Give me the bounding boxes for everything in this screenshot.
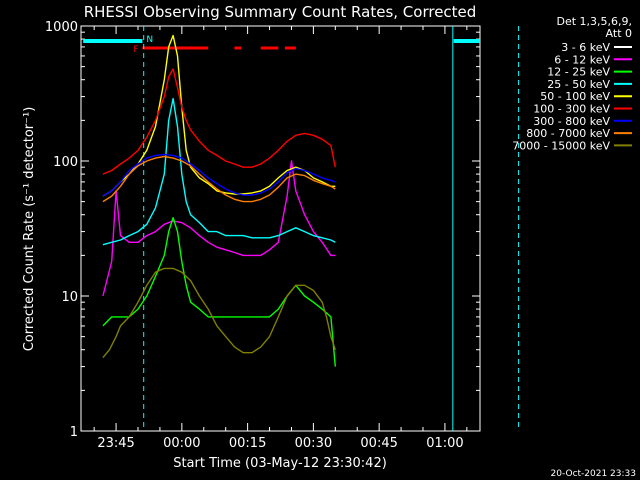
legend-header-line: Det 1,3,5,6,9, [556,15,632,28]
legend-label: 7000 - 15000 keV [512,139,610,152]
series-line [102,97,336,246]
legend-header-line: Att 0 [606,27,632,40]
x-tick-label: 01:00 [426,436,463,451]
y-axis: 1 10 100 1000 [45,20,480,440]
legend-label: 6 - 12 keV [554,53,610,66]
series-lines [102,34,339,391]
timestamp: 20-Oct-2021 23:33 [551,469,636,479]
legend-label: 300 - 800 keV [533,115,610,128]
x-tick-label: 23:45 [97,436,134,451]
series-line [102,166,339,391]
legend-label: 12 - 25 keV [547,66,610,79]
series-line [102,68,336,175]
x-tick-label: 00:15 [229,436,266,451]
series-line [102,267,336,359]
chart-title: RHESSI Observing Summary Count Rates, Co… [84,3,477,21]
y-tick-label: 100 [53,155,78,170]
legend-label: 3 - 6 keV [561,41,610,54]
flare-flag-label: F [133,45,138,55]
x-tick-label: 00:00 [163,436,200,451]
series-line [102,216,336,367]
legend-label: 100 - 300 keV [533,103,610,116]
legend-label: 50 - 100 keV [540,90,610,103]
vertical-markers [143,26,520,431]
y-tick-label: 1 [70,425,78,440]
x-axis: 23:45 00:00 00:15 00:30 00:45 01:00 [93,26,468,451]
x-tick-label: 00:30 [295,436,332,451]
legend-header: Det 1,3,5,6,9,Att 0 [556,15,632,40]
y-axis-label: Corrected Count Rate (s⁻¹ detector⁻¹) [22,107,37,352]
flag-bars: NF [83,35,480,55]
series-line [102,155,336,203]
series-line [102,34,336,197]
series-line [102,160,336,297]
plot-frame [80,25,481,432]
x-axis-label: Start Time (03-May-12 23:30:42) [173,456,387,471]
legend-label: 25 - 50 keV [547,78,610,91]
x-tick-label: 00:45 [360,436,397,451]
legend-label: 800 - 7000 keV [526,127,610,140]
y-tick-label: 1000 [45,20,78,35]
night-flag-label: N [146,35,153,45]
y-tick-label: 10 [61,290,78,305]
plot-border [80,25,481,432]
series-line [102,153,336,197]
